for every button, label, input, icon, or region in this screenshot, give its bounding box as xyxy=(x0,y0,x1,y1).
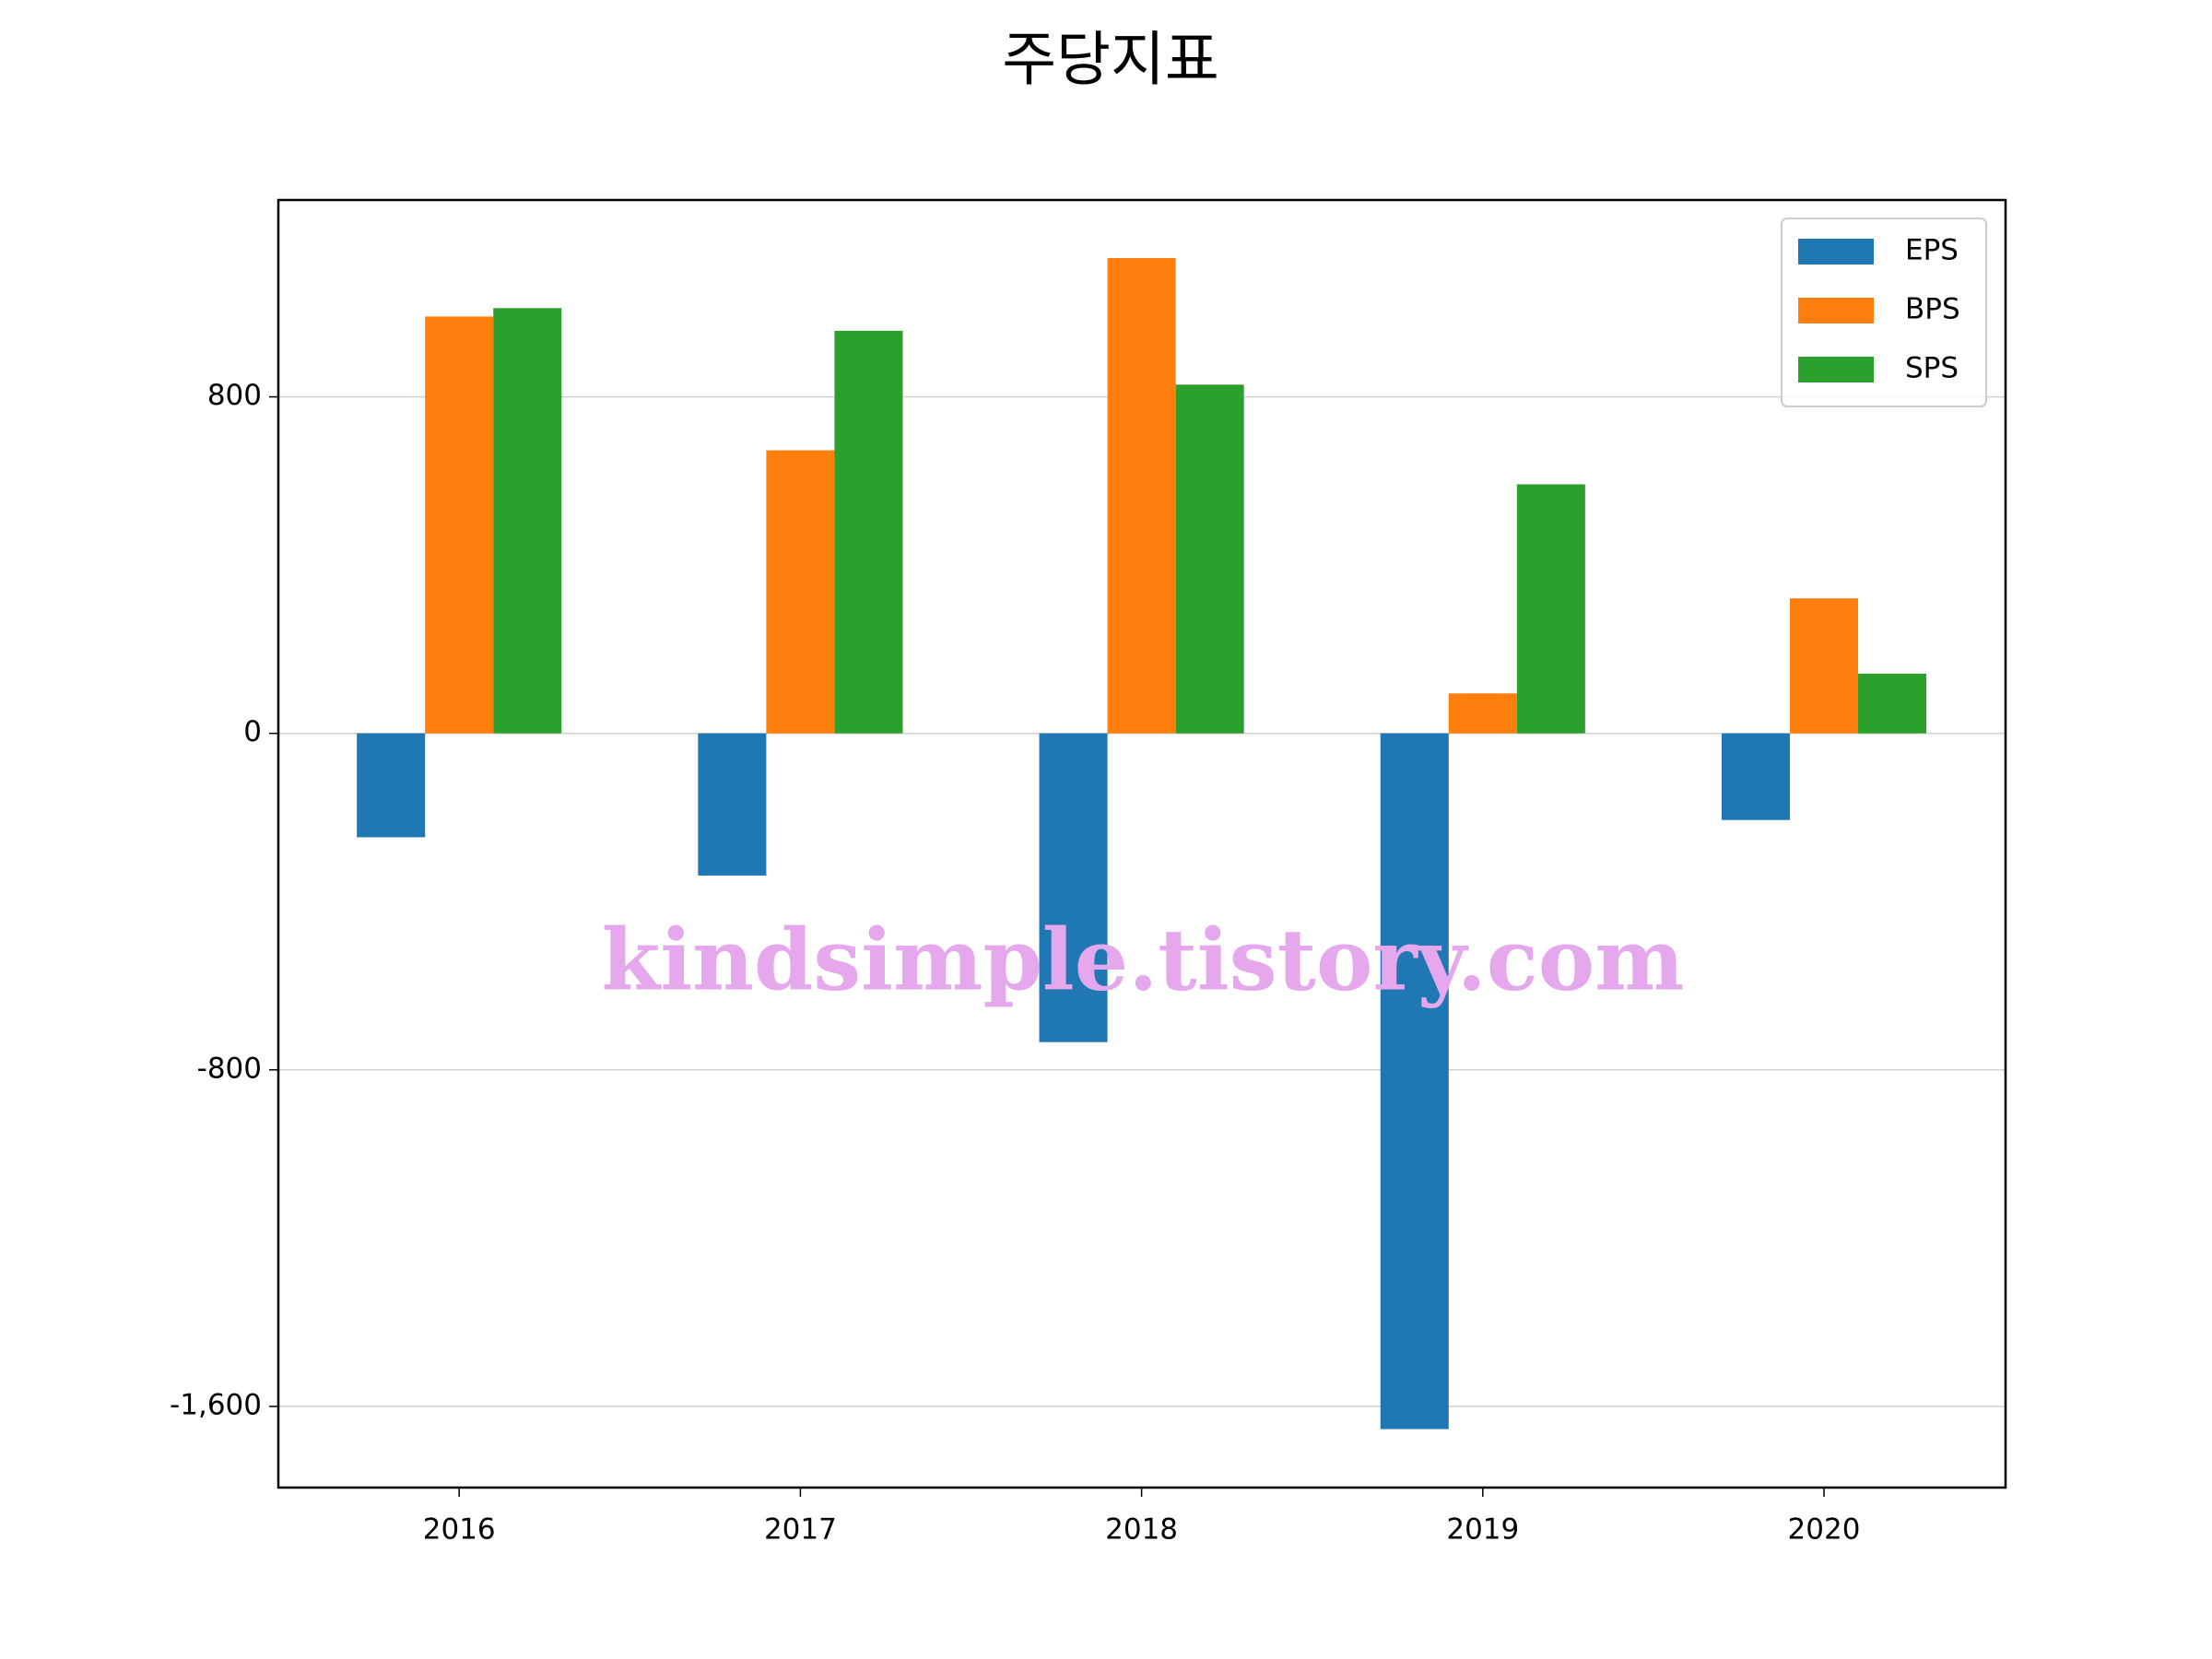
bar xyxy=(1107,257,1176,734)
watermark: kindsimple.tistory.com xyxy=(601,911,1684,1010)
bar xyxy=(1448,693,1517,734)
bar xyxy=(1175,384,1244,734)
legend-label: BPS xyxy=(1905,293,1960,326)
bar xyxy=(698,733,767,876)
x-tick-label: 2020 xyxy=(1788,1513,1861,1547)
bar xyxy=(834,330,903,734)
legend-label: EPS xyxy=(1905,234,1959,267)
legend-label: SPS xyxy=(1905,352,1959,385)
plot-frame xyxy=(276,198,2007,1489)
y-tick-label: -1,600 xyxy=(170,1388,262,1421)
y-tick-label: 0 xyxy=(243,715,262,748)
legend-swatch xyxy=(1798,298,1874,324)
chart-title: 주당지표 xyxy=(1002,27,1219,95)
bar xyxy=(766,450,835,734)
bar xyxy=(1039,733,1108,1042)
legend-swatch xyxy=(1798,357,1874,382)
y-tick-label: -800 xyxy=(197,1052,262,1085)
x-tick-label: 2017 xyxy=(764,1513,837,1547)
x-tick-label: 2018 xyxy=(1105,1513,1178,1547)
bar xyxy=(1721,733,1790,820)
y-tick-label: 800 xyxy=(207,379,262,412)
bar xyxy=(1858,673,1927,734)
bar xyxy=(357,733,426,838)
bar xyxy=(493,308,562,734)
legend-swatch xyxy=(1798,239,1874,265)
bar xyxy=(1789,598,1859,734)
x-tick-label: 2016 xyxy=(423,1513,496,1547)
bar xyxy=(1516,484,1585,734)
bar xyxy=(1380,733,1449,1430)
x-tick-label: 2019 xyxy=(1446,1513,1519,1547)
bar xyxy=(425,316,494,734)
